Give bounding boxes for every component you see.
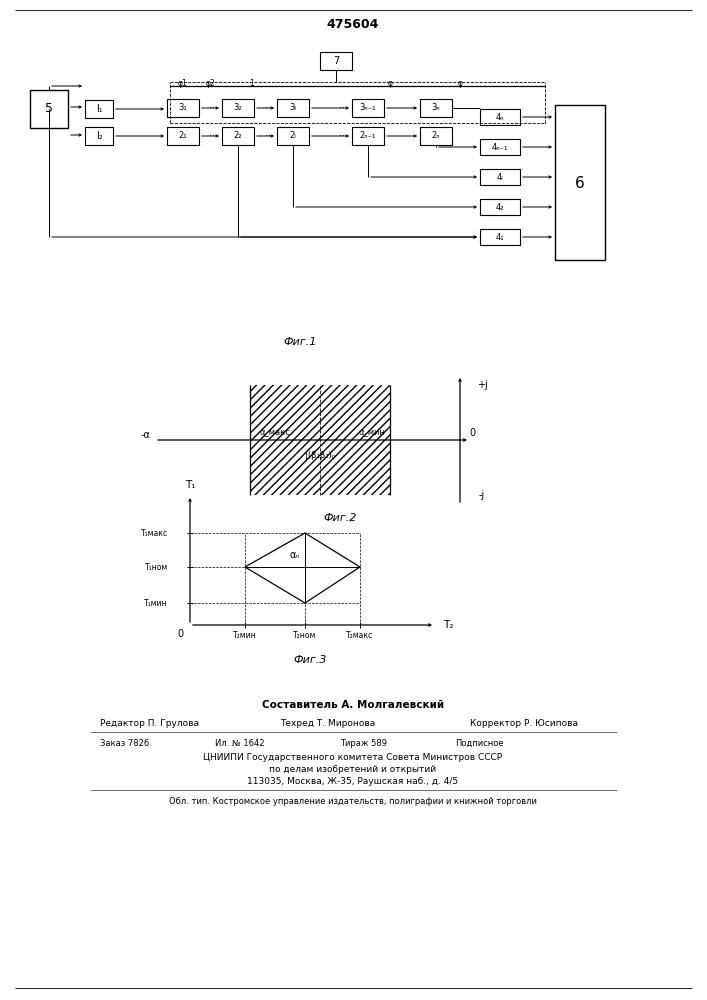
Text: ···: ··· [209, 131, 218, 141]
Bar [420, 99, 452, 117]
Text: 0: 0 [177, 629, 183, 639]
Text: ···: ··· [339, 131, 349, 141]
Text: Составитель А. Молгалевский: Составитель А. Молгалевский [262, 700, 444, 710]
Text: T₁мин: T₁мин [144, 598, 168, 607]
Text: 5: 5 [45, 103, 53, 115]
Text: αₙ: αₙ [290, 550, 300, 560]
Text: φ: φ [387, 79, 392, 88]
Text: Тираж 589: Тираж 589 [340, 738, 387, 748]
Text: -j: -j [479, 490, 485, 500]
Text: 2₁: 2₁ [179, 131, 187, 140]
Text: 4ₙ₋₁: 4ₙ₋₁ [492, 142, 508, 151]
Text: 6: 6 [575, 176, 585, 190]
Text: Фиг.1: Фиг.1 [284, 337, 317, 347]
Bar [250, 385, 390, 495]
Bar [555, 105, 605, 260]
Text: T₁ном: T₁ном [145, 562, 168, 572]
Bar [480, 169, 520, 185]
Bar [85, 127, 113, 145]
Text: Фиг.2: Фиг.2 [323, 513, 357, 523]
Text: Ил. № 1642: Ил. № 1642 [215, 738, 264, 748]
Text: α_мин: α_мин [358, 428, 385, 436]
Text: T₂ном: T₂ном [293, 631, 317, 640]
Text: 4₂: 4₂ [496, 202, 504, 212]
Text: ЦНИИПИ Государственного комитета Совета Министров СССР: ЦНИИПИ Государственного комитета Совета … [204, 752, 503, 762]
Bar [222, 99, 254, 117]
Text: Заказ 7826: Заказ 7826 [100, 738, 149, 748]
Text: ···: ··· [264, 103, 274, 113]
Bar [167, 127, 199, 145]
Text: ···: ··· [209, 103, 218, 113]
Text: Обл. тип. Костромское управление издательств, полиграфии и книжной торговли: Обл. тип. Костромское управление издател… [169, 796, 537, 806]
Text: T₁: T₁ [185, 480, 195, 490]
Text: Редактор П. Грулова: Редактор П. Грулова [100, 718, 199, 728]
Text: 4ₗ: 4ₗ [497, 172, 503, 182]
Text: T₁макс: T₁макс [141, 528, 168, 538]
Bar [420, 127, 452, 145]
Text: l₂: l₂ [95, 131, 103, 141]
Text: l₁: l₁ [95, 104, 103, 114]
Text: ···: ··· [264, 131, 274, 141]
Text: 113035, Москва, Ж-35, Раушская наб., д. 4/5: 113035, Москва, Ж-35, Раушская наб., д. … [247, 776, 459, 786]
Text: T₂макс: T₂макс [346, 631, 373, 640]
Text: ···: ··· [339, 103, 349, 113]
Text: T₂мин: T₂мин [233, 631, 257, 640]
Text: 1: 1 [250, 79, 255, 88]
Text: Подписное: Подписное [455, 738, 503, 748]
Text: φ1: φ1 [177, 79, 187, 88]
Text: 475604: 475604 [327, 18, 379, 31]
Bar [30, 90, 68, 128]
Text: φ: φ [457, 79, 462, 88]
Bar [320, 52, 352, 70]
Text: |(β₁β₂)ₙ: |(β₁β₂)ₙ [305, 450, 335, 460]
Text: 3₁: 3₁ [179, 104, 187, 112]
Bar [222, 127, 254, 145]
Bar [277, 99, 309, 117]
Text: 3ₙ₋₁: 3ₙ₋₁ [360, 104, 376, 112]
Text: Техред Т. Миронова: Техред Т. Миронова [280, 718, 375, 728]
Text: 2ₗ: 2ₗ [290, 131, 296, 140]
Bar [480, 139, 520, 155]
Text: 3₂: 3₂ [234, 104, 243, 112]
Text: 3ₗ: 3ₗ [290, 104, 296, 112]
Text: 2ₙ₋₁: 2ₙ₋₁ [360, 131, 376, 140]
Text: 4ₙ: 4ₙ [496, 112, 504, 121]
Text: α_макс: α_макс [260, 428, 291, 436]
Text: 2₂: 2₂ [234, 131, 243, 140]
Text: 7: 7 [333, 56, 339, 66]
Text: 3ₙ: 3ₙ [432, 104, 440, 112]
Text: 2ₙ: 2ₙ [432, 131, 440, 140]
Bar [480, 109, 520, 125]
Bar [352, 99, 384, 117]
Bar [480, 199, 520, 215]
Text: -α: -α [140, 430, 150, 440]
Bar [480, 229, 520, 245]
Bar [277, 127, 309, 145]
Bar [85, 100, 113, 118]
Bar [352, 127, 384, 145]
Bar [167, 99, 199, 117]
Text: Корректор Р. Юсипова: Корректор Р. Юсипова [470, 718, 578, 728]
Text: T₂: T₂ [443, 620, 453, 630]
Text: 4₁: 4₁ [496, 232, 504, 241]
Text: Фиг.3: Фиг.3 [293, 655, 327, 665]
Text: по делам изобретений и открытий: по делам изобретений и открытий [269, 764, 436, 774]
Text: 0: 0 [469, 428, 475, 438]
Text: φ2: φ2 [205, 79, 215, 88]
Text: +j: +j [477, 380, 487, 390]
